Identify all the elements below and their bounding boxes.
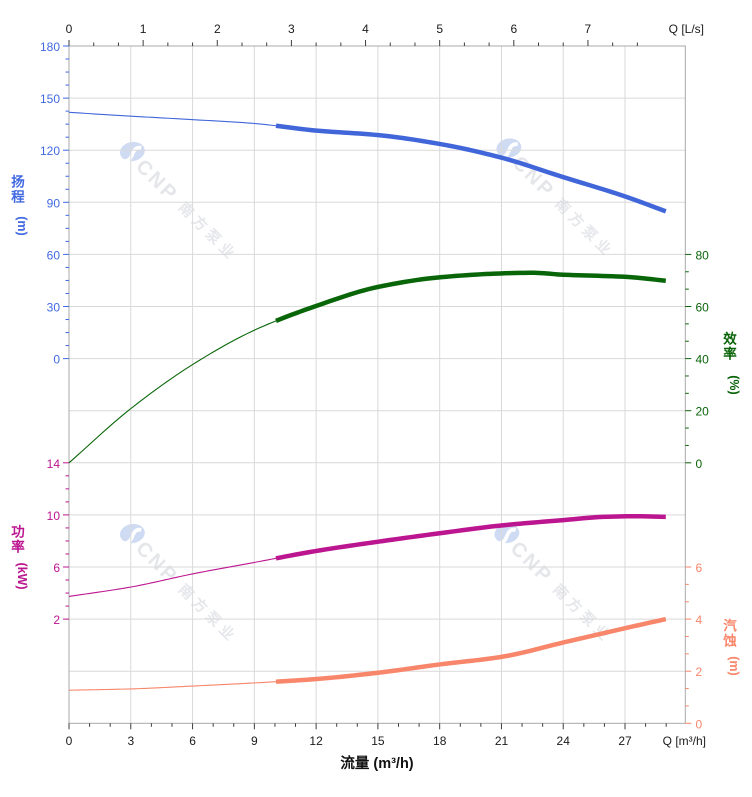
svg-text:6: 6 (510, 22, 517, 36)
svg-text:12: 12 (309, 734, 323, 748)
svg-text:21: 21 (495, 734, 509, 748)
svg-text:4: 4 (362, 22, 369, 36)
svg-text:2: 2 (214, 22, 221, 36)
svg-text:20: 20 (696, 405, 710, 419)
svg-text:2: 2 (696, 665, 703, 679)
svg-text:(kW): (kW) (15, 562, 29, 589)
svg-text:流量 (m³/h): 流量 (m³/h) (340, 754, 413, 772)
svg-text:10: 10 (47, 509, 61, 523)
svg-text:15: 15 (371, 734, 385, 748)
svg-text:功: 功 (11, 525, 25, 540)
svg-text:4: 4 (696, 613, 703, 627)
svg-text:Q [L/s]: Q [L/s] (669, 22, 704, 36)
svg-text:率: 率 (11, 539, 25, 555)
svg-text:5: 5 (436, 22, 443, 36)
svg-text:0: 0 (66, 22, 73, 36)
svg-text:180: 180 (40, 40, 60, 54)
svg-text:2: 2 (53, 613, 60, 627)
svg-text:24: 24 (557, 734, 571, 748)
svg-text:扬: 扬 (11, 174, 25, 190)
svg-text:7: 7 (585, 22, 592, 36)
svg-text:效: 效 (723, 331, 737, 347)
svg-text:90: 90 (47, 196, 61, 210)
svg-text:0: 0 (696, 457, 703, 471)
svg-text:汽: 汽 (723, 618, 737, 634)
svg-text:60: 60 (696, 301, 710, 315)
svg-text:9: 9 (251, 734, 258, 748)
svg-text:蚀: 蚀 (722, 633, 737, 649)
svg-text:(m): (m) (727, 656, 741, 675)
svg-text:率: 率 (723, 346, 737, 362)
svg-text:14: 14 (47, 457, 61, 471)
svg-text:0: 0 (696, 717, 703, 731)
svg-text:120: 120 (40, 144, 60, 158)
svg-text:(%): (%) (727, 375, 741, 394)
svg-text:0: 0 (66, 734, 73, 748)
svg-text:0: 0 (53, 353, 60, 367)
svg-text:18: 18 (433, 734, 447, 748)
svg-text:6: 6 (189, 734, 196, 748)
svg-text:3: 3 (127, 734, 134, 748)
svg-text:60: 60 (47, 248, 61, 262)
svg-text:1: 1 (140, 22, 147, 36)
svg-text:程: 程 (11, 190, 25, 205)
svg-text:(m): (m) (15, 216, 29, 235)
svg-text:Q [m³/h]: Q [m³/h] (663, 734, 706, 748)
svg-text:30: 30 (47, 301, 61, 315)
svg-text:6: 6 (696, 561, 703, 575)
svg-text:80: 80 (696, 248, 710, 262)
svg-text:150: 150 (40, 92, 60, 106)
svg-text:40: 40 (696, 353, 710, 367)
svg-text:3: 3 (288, 22, 295, 36)
svg-text:6: 6 (53, 561, 60, 575)
svg-text:27: 27 (618, 734, 632, 748)
